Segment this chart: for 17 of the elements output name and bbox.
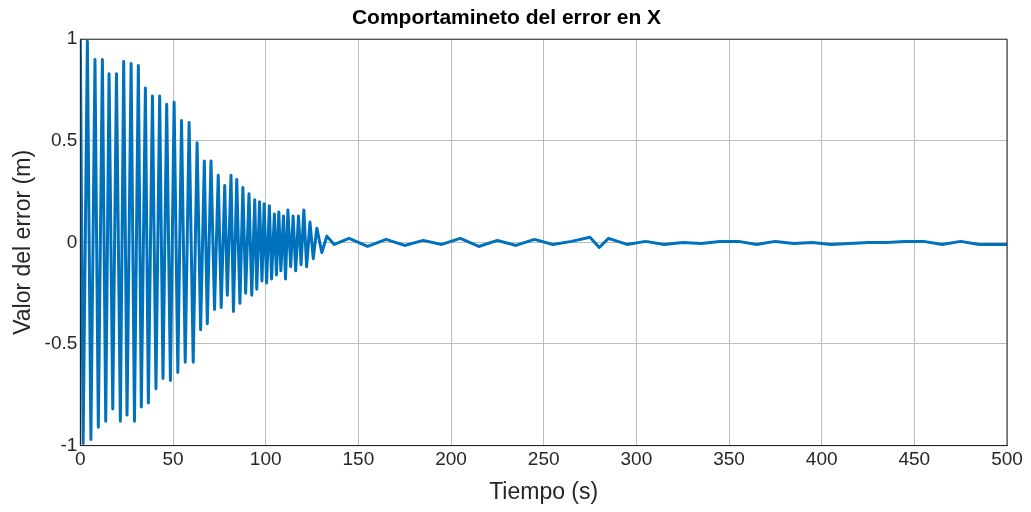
x-tick-label: 500: [991, 448, 1023, 470]
y-tick-label: 0.5: [50, 129, 78, 151]
x-tick-label: 50: [162, 448, 184, 470]
x-tick-label: 200: [435, 448, 467, 470]
y-tick-label: 1: [66, 27, 78, 49]
x-tick-label: 250: [527, 448, 560, 470]
x-tick-label: 300: [620, 448, 653, 470]
x-tick-label: 100: [249, 448, 282, 470]
x-tick-label: 450: [898, 448, 931, 470]
y-axis-title: Valor del error (m): [9, 149, 36, 335]
x-axis-title: Tiempo (s): [489, 477, 599, 504]
x-tick-label: 400: [805, 448, 838, 470]
y-tick-label: -0.5: [44, 332, 78, 354]
y-tick-label: 0: [66, 230, 78, 252]
x-tick-label: 150: [342, 448, 375, 470]
x-tick-label: 350: [713, 448, 745, 470]
chart-title: Comportamineto del error en X: [351, 5, 662, 29]
